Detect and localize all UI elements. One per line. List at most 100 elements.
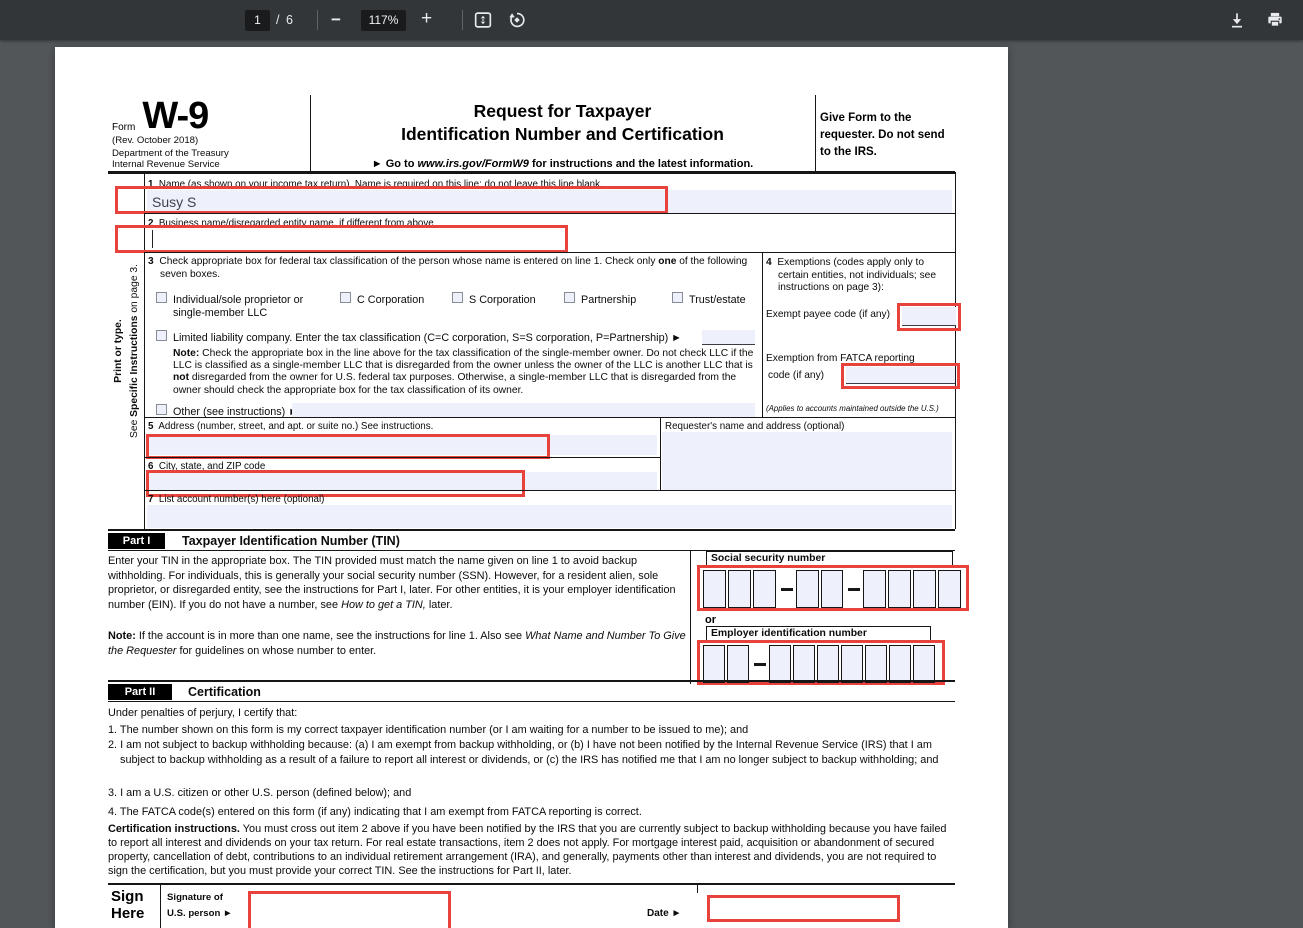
ssn-dash bbox=[848, 588, 861, 591]
ein-cell bbox=[913, 645, 935, 683]
ein-cell bbox=[865, 645, 887, 683]
rule bbox=[955, 172, 956, 529]
fatca-code-input-bg bbox=[846, 367, 955, 384]
zoom-out-button[interactable]: − bbox=[331, 10, 341, 29]
page-divider: / bbox=[276, 13, 280, 27]
form-title: Request for Taxpayer Identification Numb… bbox=[310, 100, 815, 146]
checkbox-partnership-label: Partnership bbox=[581, 294, 637, 306]
rule bbox=[144, 213, 956, 214]
sign-word: Sign bbox=[111, 888, 144, 905]
exempt-payee-input-bg bbox=[902, 307, 956, 326]
sidebar-line2: See Specific Instructions on page 3. bbox=[129, 264, 140, 438]
download-icon[interactable] bbox=[1227, 10, 1247, 35]
rule bbox=[108, 529, 955, 531]
other-input[interactable] bbox=[292, 403, 755, 418]
checkbox-s-corporation-label: S Corporation bbox=[469, 294, 536, 306]
ssn-cell bbox=[820, 570, 844, 608]
signature-input[interactable] bbox=[248, 891, 451, 928]
cert-item-4: 4. The FATCA code(s) entered on this for… bbox=[108, 806, 642, 818]
llc-note: Note: Check the appropriate box in the l… bbox=[173, 348, 754, 396]
rule bbox=[310, 95, 311, 172]
print-icon[interactable] bbox=[1265, 10, 1285, 35]
checkbox-individual[interactable] bbox=[156, 292, 167, 303]
checkbox-other-label: Other (see instructions) ► bbox=[173, 406, 299, 418]
pdf-toolbar: 1 / 6 − 117% + bbox=[0, 0, 1303, 40]
ssn-dash bbox=[780, 588, 793, 591]
toolbar-separator bbox=[317, 10, 318, 30]
print-or-type-sidebar: Print or type. See Specific Instructions… bbox=[111, 237, 147, 465]
checkbox-c-corporation[interactable] bbox=[340, 292, 351, 303]
name-input-bg bbox=[147, 190, 952, 213]
field7-label: 7 List account number(s) here (optional) bbox=[148, 494, 325, 505]
toolbar-separator bbox=[462, 10, 463, 30]
part2-badge: Part II bbox=[108, 684, 172, 700]
ein-dash bbox=[754, 663, 766, 666]
ssn-cell bbox=[703, 570, 726, 608]
goto-prefix: ► Go to bbox=[371, 158, 418, 170]
field1-label: 1 Name (as shown on your income tax retu… bbox=[148, 179, 603, 190]
ein-cell bbox=[889, 645, 911, 683]
cert-item-3: 3. I am a U.S. citizen or other U.S. per… bbox=[108, 787, 412, 799]
city-state-zip-input[interactable] bbox=[146, 470, 525, 497]
form-number: W-9 bbox=[142, 95, 209, 137]
checkbox-c-corporation-label: C Corporation bbox=[357, 294, 425, 306]
business-name-input[interactable] bbox=[115, 225, 568, 253]
address-input-bg bbox=[147, 435, 657, 455]
fatca-code-input[interactable] bbox=[841, 363, 960, 389]
account-numbers-input[interactable] bbox=[147, 505, 952, 528]
field4-label: 4 Exemptions (codes apply only to certai… bbox=[766, 257, 936, 293]
ein-cell bbox=[727, 645, 749, 683]
ssn-cell bbox=[863, 570, 887, 608]
part1-paragraph: Enter your TIN in the appropriate box. T… bbox=[108, 555, 676, 611]
here-word: Here bbox=[111, 905, 145, 922]
ssn-cell bbox=[795, 570, 819, 608]
requester-input[interactable] bbox=[662, 432, 952, 490]
rule bbox=[108, 550, 955, 551]
part1-heading: Taxpayer Identification Number (TIN) bbox=[182, 534, 400, 548]
rule bbox=[144, 457, 660, 458]
page-number-input[interactable]: 1 bbox=[245, 10, 270, 31]
field2-label: 2 Business name/disregarded entity name,… bbox=[148, 218, 434, 229]
zoom-in-button[interactable]: + bbox=[421, 8, 433, 29]
zoom-level: 117% bbox=[361, 10, 406, 31]
rule bbox=[144, 490, 956, 491]
rule bbox=[697, 885, 698, 893]
city-input-bg bbox=[147, 472, 657, 490]
rule bbox=[762, 252, 763, 417]
date-input[interactable] bbox=[707, 895, 900, 922]
address-input[interactable] bbox=[146, 434, 550, 459]
ssn-cell bbox=[913, 570, 937, 608]
rule bbox=[108, 680, 955, 682]
ssn-cell bbox=[938, 570, 962, 608]
ein-cell bbox=[769, 645, 791, 683]
checkbox-trust-estate[interactable] bbox=[672, 292, 683, 303]
checkbox-llc-label: Limited liability company. Enter the tax… bbox=[173, 332, 682, 344]
name-input[interactable] bbox=[115, 186, 668, 214]
checkbox-partnership[interactable] bbox=[564, 292, 575, 303]
goto-line: ► Go to www.irs.gov/FormW9 for instructi… bbox=[310, 158, 815, 170]
part1-badge: Part I bbox=[108, 533, 165, 549]
rule bbox=[144, 417, 956, 418]
llc-classification-input[interactable] bbox=[702, 330, 755, 345]
part2-intro: Under penalties of perjury, I certify th… bbox=[108, 707, 298, 719]
ssn-input[interactable] bbox=[697, 565, 969, 611]
goto-url: www.irs.gov/FormW9 bbox=[417, 158, 529, 170]
ein-cell bbox=[793, 645, 815, 683]
ssn-cell bbox=[727, 570, 751, 608]
part2-heading: Certification bbox=[188, 685, 261, 699]
signature-label-line2: U.S. person ► bbox=[167, 908, 233, 919]
ein-input[interactable] bbox=[697, 640, 945, 685]
requester-label: Requester's name and address (optional) bbox=[665, 421, 845, 432]
checkbox-s-corporation[interactable] bbox=[452, 292, 463, 303]
part1-note: Note: If the account is in more than one… bbox=[108, 630, 686, 657]
checkbox-other[interactable] bbox=[156, 404, 167, 415]
form-department: Department of the Treasury bbox=[112, 148, 229, 159]
checkbox-llc[interactable] bbox=[156, 330, 167, 341]
rotate-icon[interactable] bbox=[506, 9, 528, 36]
fit-page-icon[interactable] bbox=[472, 9, 494, 36]
or-label: or bbox=[705, 614, 716, 626]
ein-cell bbox=[817, 645, 839, 683]
text-cursor bbox=[152, 230, 153, 248]
field6-label: 6 City, state, and ZIP code bbox=[148, 461, 266, 472]
exempt-payee-input[interactable] bbox=[897, 303, 961, 331]
